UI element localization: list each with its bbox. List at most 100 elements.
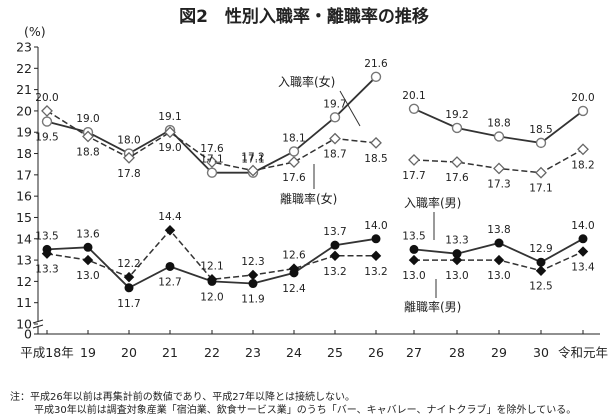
data-point	[82, 254, 94, 266]
x-tick-label: 令和元年	[558, 345, 608, 360]
data-label: 14.0	[571, 220, 594, 232]
note-line-2: 平成30年以前は調査対象産業「宿泊業、飲食サービス業」のうち「バー、キャバレー、…	[34, 405, 577, 416]
data-label: 18.8	[487, 117, 510, 129]
y-tick-label: 23	[16, 40, 32, 55]
x-tick-label: 平成18年	[20, 345, 73, 360]
data-label: 13.6	[76, 228, 100, 240]
data-label: 12.2	[117, 258, 140, 270]
data-label: 12.5	[529, 281, 552, 293]
y-axis-break	[32, 319, 44, 329]
y-tick-label: 0	[24, 327, 32, 342]
x-tick-label: 28	[449, 345, 465, 360]
data-label: 13.5	[402, 230, 425, 242]
data-label: 18.7	[323, 149, 346, 161]
x-tick-label: 21	[162, 345, 178, 360]
data-label: 17.1	[529, 183, 552, 195]
data-point	[370, 71, 382, 83]
data-point	[164, 225, 176, 236]
data-label: 18.5	[364, 153, 387, 165]
data-point	[408, 254, 420, 266]
data-label: 18.5	[529, 124, 552, 136]
data-point	[577, 246, 589, 257]
data-point	[329, 112, 341, 123]
data-point	[370, 250, 382, 262]
data-point	[451, 122, 463, 134]
data-label: 12.4	[282, 283, 306, 295]
data-point	[248, 279, 258, 289]
data-point	[535, 265, 547, 276]
data-label: 19.0	[76, 113, 99, 125]
series-label-entry-male: 入職率(男)	[404, 195, 461, 210]
data-label: 12.1	[200, 260, 223, 272]
data-label: 13.0	[402, 270, 425, 282]
data-label: 20.0	[35, 92, 58, 104]
data-label: 13.3	[445, 235, 468, 247]
y-tick-label: 20	[16, 103, 32, 118]
data-label: 17.8	[117, 168, 140, 180]
data-point	[288, 156, 300, 168]
data-label: 13.3	[35, 264, 58, 276]
data-label: 18.8	[76, 146, 99, 158]
data-label: 18.2	[571, 159, 594, 171]
series-label-exit-female: 離職率(女)	[280, 191, 337, 206]
data-label: 20.1	[402, 90, 425, 102]
data-label: 13.0	[76, 270, 99, 282]
series-label-entry-female: 入職率(女)	[278, 74, 335, 89]
data-label: 17.3	[487, 178, 510, 190]
data-label: 11.9	[241, 294, 264, 306]
data-point	[577, 105, 589, 117]
y-tick-label: 16	[16, 189, 32, 204]
data-label: 17.7	[402, 170, 425, 182]
y-tick-label: 17	[16, 167, 32, 182]
data-label: 21.6	[364, 58, 388, 70]
data-label: 11.7	[117, 298, 140, 310]
data-point	[41, 248, 53, 259]
data-label: 19.0	[158, 142, 181, 154]
y-tick-label: 11	[16, 295, 32, 310]
data-label: 14.4	[158, 211, 182, 223]
data-label: 12.3	[241, 256, 264, 268]
data-label: 13.2	[323, 266, 346, 278]
data-point	[247, 269, 259, 281]
data-label: 20.0	[571, 92, 594, 104]
data-label: 13.4	[571, 262, 595, 274]
data-label: 17.1	[241, 154, 264, 166]
x-tick-label: 26	[368, 345, 384, 360]
x-tick-label: 29	[491, 345, 507, 360]
data-point	[41, 116, 53, 127]
data-point	[535, 137, 547, 149]
data-point	[247, 164, 259, 177]
y-tick-label: 18	[16, 146, 32, 161]
data-label: 12.7	[158, 276, 181, 288]
y-tick-label: 14	[16, 231, 32, 246]
data-point	[123, 271, 135, 283]
data-label: 13.0	[445, 270, 468, 282]
data-point	[123, 151, 135, 164]
data-point	[165, 261, 175, 271]
data-label: 18.0	[117, 135, 140, 147]
data-label: 17.2	[241, 152, 264, 164]
x-tick-label: 20	[121, 345, 137, 360]
data-point	[493, 162, 505, 175]
data-point	[206, 274, 218, 285]
data-point	[535, 166, 547, 179]
x-tick-label: 27	[406, 345, 422, 360]
y-tick-label: 21	[16, 82, 32, 97]
data-point	[493, 131, 505, 142]
data-label: 12.6	[282, 250, 306, 262]
x-tick-label: 19	[80, 345, 96, 360]
y-tick-label: 19	[16, 125, 32, 140]
data-label: 14.0	[364, 220, 387, 232]
data-label: 17.6	[445, 172, 469, 184]
data-point	[493, 254, 505, 266]
y-tick-label: 15	[16, 210, 32, 225]
data-point	[41, 105, 53, 117]
data-point	[578, 234, 588, 244]
x-tick-label: 24	[286, 345, 302, 360]
data-point	[206, 167, 218, 178]
x-tick-label: 30	[533, 345, 549, 360]
chart-title: 図2 性別入職率・離職率の推移	[179, 6, 429, 27]
data-point	[124, 283, 134, 293]
data-point	[83, 242, 93, 252]
note-line-1: 注：平成26年以前は再集計前の数値であり、平成27年以降とは接続しない。	[10, 392, 355, 403]
